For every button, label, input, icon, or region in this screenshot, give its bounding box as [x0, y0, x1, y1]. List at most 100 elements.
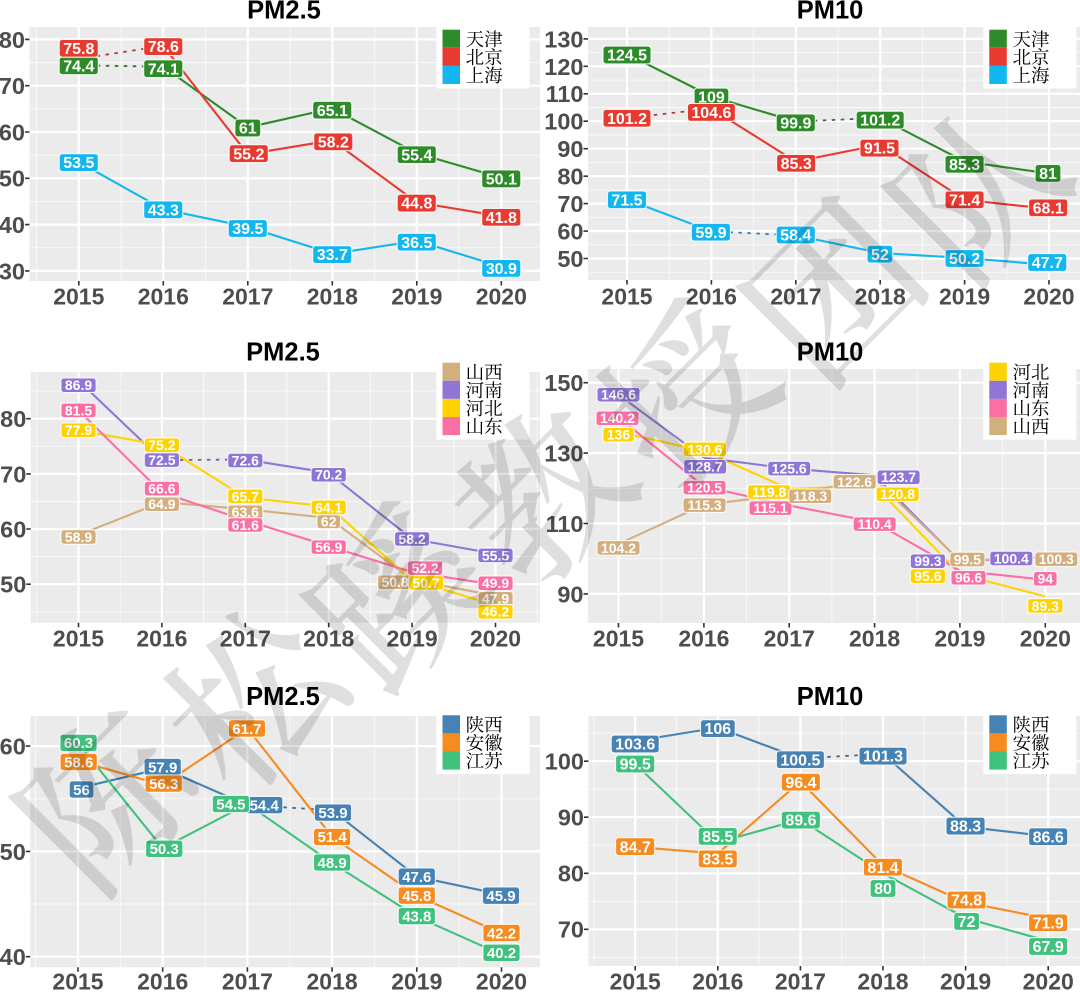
svg-text:2016: 2016 — [686, 284, 737, 310]
svg-text:120.8: 120.8 — [880, 486, 915, 502]
svg-text:95.6: 95.6 — [914, 568, 941, 584]
svg-text:75.2: 75.2 — [148, 437, 175, 453]
svg-text:125.6: 125.6 — [772, 461, 807, 477]
svg-text:50.1: 50.1 — [486, 172, 517, 189]
svg-text:80: 80 — [874, 881, 892, 898]
svg-text:59.9: 59.9 — [695, 225, 726, 242]
svg-text:101.2: 101.2 — [607, 111, 647, 128]
svg-text:33.7: 33.7 — [317, 247, 348, 264]
svg-text:83.5: 83.5 — [702, 852, 733, 869]
svg-text:60: 60 — [0, 734, 26, 760]
svg-text:103.6: 103.6 — [615, 737, 655, 754]
svg-text:72.6: 72.6 — [232, 453, 259, 469]
svg-text:81.5: 81.5 — [65, 402, 92, 418]
svg-text:77.9: 77.9 — [65, 422, 92, 438]
svg-text:64.1: 64.1 — [315, 499, 342, 515]
svg-text:40.2: 40.2 — [487, 945, 516, 962]
svg-text:2020: 2020 — [476, 284, 527, 310]
svg-text:70: 70 — [557, 191, 583, 217]
svg-text:99.5: 99.5 — [954, 551, 981, 567]
svg-text:45.8: 45.8 — [402, 888, 431, 905]
svg-text:74.8: 74.8 — [951, 893, 982, 910]
svg-text:41.8: 41.8 — [486, 210, 517, 227]
svg-text:30.9: 30.9 — [486, 261, 517, 278]
svg-text:54.5: 54.5 — [216, 796, 245, 813]
svg-text:65.7: 65.7 — [232, 488, 259, 504]
svg-text:36.5: 36.5 — [401, 235, 432, 252]
svg-text:2018: 2018 — [857, 969, 908, 991]
svg-text:123.7: 123.7 — [881, 469, 916, 485]
svg-text:51.4: 51.4 — [317, 829, 347, 846]
svg-text:PM2.5: PM2.5 — [247, 0, 321, 25]
svg-text:80: 80 — [0, 27, 25, 53]
svg-text:2015: 2015 — [52, 969, 103, 991]
svg-text:43.3: 43.3 — [148, 203, 179, 220]
svg-text:61.6: 61.6 — [232, 517, 259, 533]
svg-text:104.2: 104.2 — [601, 540, 636, 556]
svg-text:64.9: 64.9 — [148, 496, 175, 512]
svg-text:94: 94 — [1038, 571, 1054, 587]
svg-text:74.4: 74.4 — [63, 59, 94, 76]
svg-text:40: 40 — [0, 944, 26, 970]
svg-text:PM10: PM10 — [797, 683, 864, 711]
svg-text:150: 150 — [544, 370, 583, 396]
svg-text:100: 100 — [545, 749, 584, 775]
svg-text:2020: 2020 — [470, 626, 521, 652]
svg-text:86.9: 86.9 — [65, 377, 92, 393]
svg-text:2019: 2019 — [391, 284, 442, 310]
svg-text:53.5: 53.5 — [63, 155, 94, 172]
svg-text:89.3: 89.3 — [1032, 598, 1059, 614]
svg-text:120: 120 — [544, 54, 583, 80]
svg-text:47.7: 47.7 — [1032, 255, 1063, 272]
svg-text:2017: 2017 — [222, 284, 273, 310]
svg-text:88.3: 88.3 — [950, 819, 981, 836]
svg-text:119.8: 119.8 — [752, 484, 786, 500]
svg-text:96.4: 96.4 — [785, 775, 816, 792]
svg-text:130.6: 130.6 — [687, 441, 722, 457]
svg-text:50: 50 — [0, 166, 25, 192]
svg-text:75.8: 75.8 — [63, 41, 94, 58]
svg-text:72: 72 — [958, 914, 976, 931]
svg-text:100.4: 100.4 — [994, 550, 1029, 566]
svg-text:110: 110 — [546, 81, 584, 107]
svg-text:84.7: 84.7 — [620, 839, 651, 856]
svg-text:68.1: 68.1 — [1033, 200, 1064, 217]
svg-text:86.6: 86.6 — [1033, 829, 1064, 846]
svg-text:70.2: 70.2 — [315, 467, 342, 483]
svg-text:54.4: 54.4 — [250, 797, 280, 814]
svg-text:74.1: 74.1 — [148, 61, 179, 78]
svg-text:42.2: 42.2 — [487, 925, 516, 942]
svg-text:115.3: 115.3 — [687, 497, 721, 513]
svg-text:106: 106 — [704, 721, 731, 738]
svg-text:2015: 2015 — [593, 626, 644, 652]
svg-text:2015: 2015 — [610, 969, 661, 991]
svg-text:78.6: 78.6 — [148, 39, 179, 56]
svg-text:50.3: 50.3 — [150, 841, 179, 858]
svg-text:2016: 2016 — [692, 969, 743, 991]
svg-text:80: 80 — [0, 406, 26, 432]
svg-text:55.2: 55.2 — [233, 146, 264, 163]
svg-text:2015: 2015 — [53, 626, 104, 652]
svg-text:40: 40 — [0, 212, 25, 238]
svg-text:100.3: 100.3 — [1039, 551, 1074, 567]
svg-text:85.3: 85.3 — [781, 156, 812, 173]
svg-text:2019: 2019 — [940, 969, 991, 991]
svg-text:90: 90 — [557, 136, 583, 162]
svg-text:44.8: 44.8 — [401, 196, 432, 213]
svg-text:53.9: 53.9 — [318, 805, 347, 822]
svg-text:70: 70 — [0, 461, 26, 487]
svg-text:2018: 2018 — [307, 969, 358, 991]
svg-text:30: 30 — [0, 258, 25, 284]
svg-text:118.3: 118.3 — [793, 488, 827, 504]
svg-text:2020: 2020 — [1023, 969, 1074, 991]
svg-text:101.2: 101.2 — [860, 113, 900, 130]
svg-text:45.9: 45.9 — [486, 888, 515, 905]
svg-text:70: 70 — [0, 73, 25, 99]
svg-text:2017: 2017 — [775, 969, 826, 991]
svg-text:50: 50 — [0, 839, 26, 865]
svg-text:124.5: 124.5 — [607, 48, 647, 65]
svg-text:100: 100 — [544, 109, 583, 135]
svg-text:115.1: 115.1 — [753, 500, 787, 516]
svg-text:90: 90 — [557, 581, 583, 607]
svg-text:122.6: 122.6 — [837, 474, 872, 490]
